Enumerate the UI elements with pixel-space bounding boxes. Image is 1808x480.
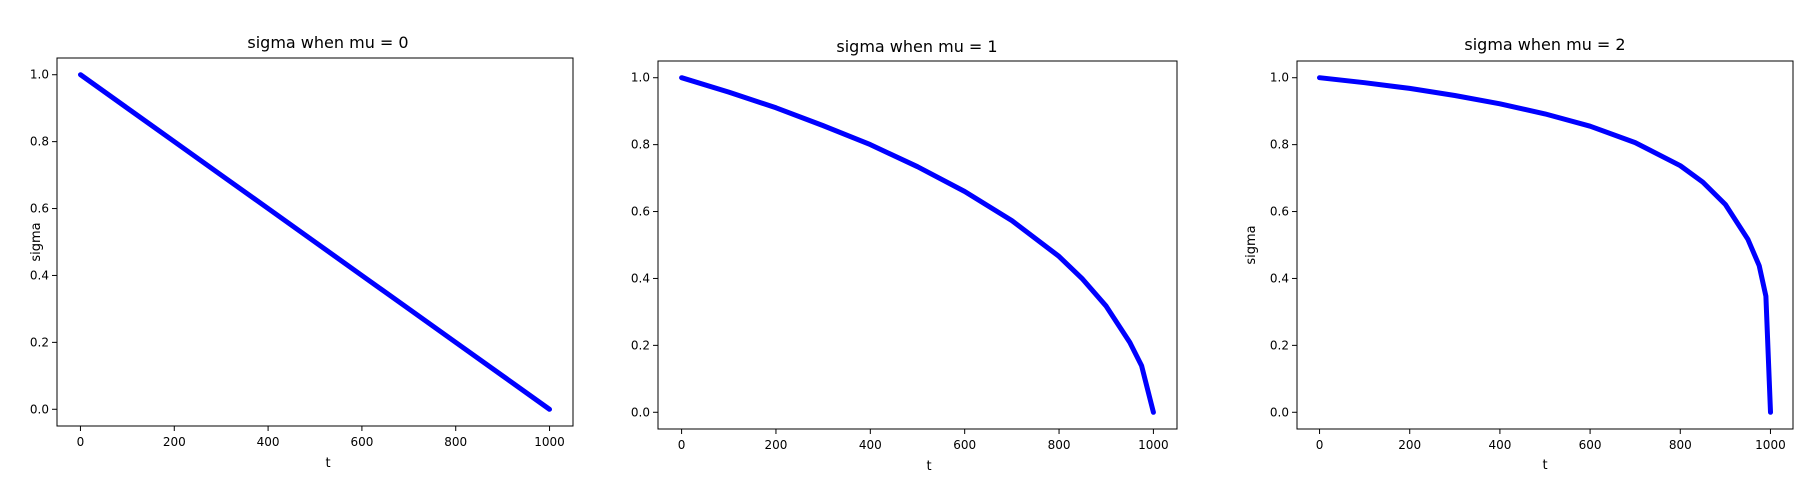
chart-3-title: sigma when mu = 2 (1464, 35, 1625, 54)
chart-1-xlabel: t (325, 456, 330, 471)
chart-1-frame (56, 57, 574, 427)
x-tick-label: 800 (1048, 438, 1071, 452)
chart-3-frame (1296, 60, 1794, 430)
chart-panel-2: sigma when mu = 1 0 200 400 600 800 1000 0.0 0.… (631, 37, 1178, 474)
x-tick-label: 400 (1488, 438, 1511, 452)
x-tick-label: 800 (1669, 438, 1692, 452)
chart-1-title: sigma when mu = 0 (247, 33, 408, 52)
y-tick-label: 0.8 (30, 135, 49, 149)
y-tick-label: 1.0 (1270, 71, 1289, 85)
x-tick-label: 600 (350, 435, 373, 449)
x-tick-label: 400 (257, 435, 280, 449)
x-tick-label: 800 (444, 435, 467, 449)
x-tick-label: 1000 (1755, 438, 1786, 452)
y-tick-label: 0.4 (631, 271, 650, 285)
chart-1-series-curve (78, 72, 552, 412)
x-tick-label: 1000 (1138, 438, 1169, 452)
chart-2-ticks: 0 200 400 600 800 1000 0.0 0.2 0.4 0.6 0.8 1.0 (631, 71, 1169, 452)
chart-2-frame (657, 60, 1178, 430)
x-tick-label: 0 (77, 435, 85, 449)
chart-3-xlabel: t (1542, 458, 1547, 473)
chart-panel-3: sigma when mu = 2 0 200 400 600 800 1000 0.0 0.… (1244, 35, 1794, 473)
x-tick-label: 600 (953, 438, 976, 452)
y-tick-label: 0.6 (631, 205, 650, 219)
x-tick-label: 200 (765, 438, 788, 452)
chart-1-ticks: 0 200 400 600 800 1000 0.0 0.2 0.4 0.6 0.8 1.0 (30, 68, 565, 449)
y-tick-label: 0.8 (1270, 138, 1289, 152)
chart-3-series-curve (1317, 75, 1773, 415)
chart-2-series-curve (679, 75, 1156, 415)
chart-2-xlabel: t (926, 459, 931, 474)
y-tick-label: 0.2 (631, 338, 650, 352)
chart-2-title: sigma when mu = 1 (836, 37, 997, 56)
y-tick-label: 0.4 (30, 268, 49, 282)
x-tick-label: 0 (1316, 438, 1324, 452)
y-tick-label: 0.0 (1270, 405, 1289, 419)
y-tick-label: 0.0 (30, 402, 49, 416)
chart-1-ylabel: sigma (29, 222, 44, 261)
y-tick-label: 0.2 (1270, 338, 1289, 352)
y-tick-label: 1.0 (631, 71, 650, 85)
x-tick-label: 200 (163, 435, 186, 449)
x-tick-label: 400 (859, 438, 882, 452)
y-tick-label: 0.2 (30, 335, 49, 349)
x-tick-label: 600 (1579, 438, 1602, 452)
chart-3-ticks: 0 200 400 600 800 1000 0.0 0.2 0.4 0.6 0.8 1.0 (1270, 71, 1786, 452)
y-tick-label: 0.6 (1270, 205, 1289, 219)
x-tick-label: 200 (1398, 438, 1421, 452)
chart-panel-1: sigma when mu = 0 0 200 400 600 800 1000 0.0 0.… (29, 33, 574, 471)
y-tick-label: 0.6 (30, 202, 49, 216)
y-tick-label: 0.4 (1270, 271, 1289, 285)
y-tick-label: 1.0 (30, 68, 49, 82)
chart-3-ylabel: sigma (1244, 225, 1259, 264)
x-tick-label: 0 (678, 438, 686, 452)
y-tick-label: 0.8 (631, 138, 650, 152)
x-tick-label: 1000 (534, 435, 565, 449)
y-tick-label: 0.0 (631, 405, 650, 419)
